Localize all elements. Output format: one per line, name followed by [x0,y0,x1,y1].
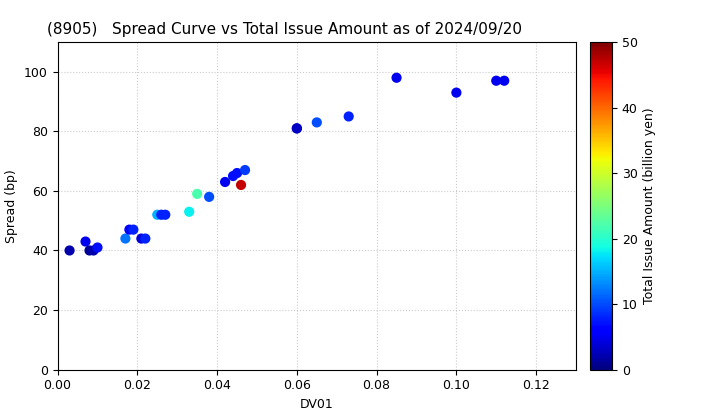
Point [140,235,151,242]
Point [228,173,239,179]
Point [120,235,131,242]
Point [220,178,231,185]
Point [80,238,91,245]
Y-axis label: Total Issue Amount (billion yen): Total Issue Amount (billion yen) [643,108,656,304]
Point [156,211,167,218]
Point [192,191,203,197]
Point [291,125,302,132]
Point [291,125,302,132]
Point [160,211,171,218]
Point [91,244,103,251]
Point [343,113,354,120]
Point [235,181,247,188]
X-axis label: DV01: DV01 [300,398,333,411]
Point [239,167,251,173]
Point [127,226,139,233]
Point [184,208,195,215]
Point [498,77,510,84]
Text: (8905)   Spread Curve vs Total Issue Amount as of 2024/09/20: (8905) Spread Curve vs Total Issue Amoun… [48,22,522,37]
Point [88,247,99,254]
Point [135,235,147,242]
Point [151,211,163,218]
Y-axis label: Spread (bp): Spread (bp) [6,169,19,243]
Point [391,74,402,81]
Point [124,226,135,233]
Point [451,89,462,96]
Point [311,119,323,126]
Point [203,194,215,200]
Point [490,77,502,84]
Point [64,247,76,254]
Point [84,247,95,254]
Point [231,170,243,176]
